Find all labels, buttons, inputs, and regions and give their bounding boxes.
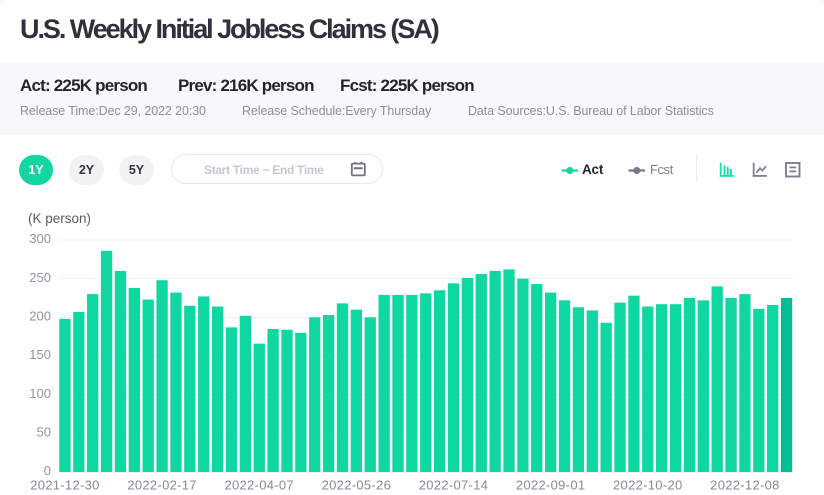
svg-text:0: 0: [44, 463, 51, 478]
svg-text:2022-10-20: 2022-10-20: [613, 478, 683, 493]
svg-text:2022-05-26: 2022-05-26: [322, 478, 392, 493]
svg-text:150: 150: [29, 347, 51, 362]
svg-text:2022-09-01: 2022-09-01: [516, 478, 586, 493]
svg-text:2021-12-30: 2021-12-30: [30, 478, 100, 493]
svg-text:2022-12-08: 2022-12-08: [710, 478, 780, 493]
svg-text:250: 250: [29, 270, 51, 285]
svg-text:2022-07-14: 2022-07-14: [419, 478, 489, 493]
svg-text:2022-04-07: 2022-04-07: [224, 478, 294, 493]
svg-text:2022-02-17: 2022-02-17: [127, 478, 197, 493]
svg-text:100: 100: [29, 386, 51, 401]
svg-text:200: 200: [29, 309, 51, 324]
svg-text:(K person): (K person): [28, 211, 91, 226]
svg-text:300: 300: [29, 231, 51, 246]
svg-text:50: 50: [37, 425, 51, 440]
